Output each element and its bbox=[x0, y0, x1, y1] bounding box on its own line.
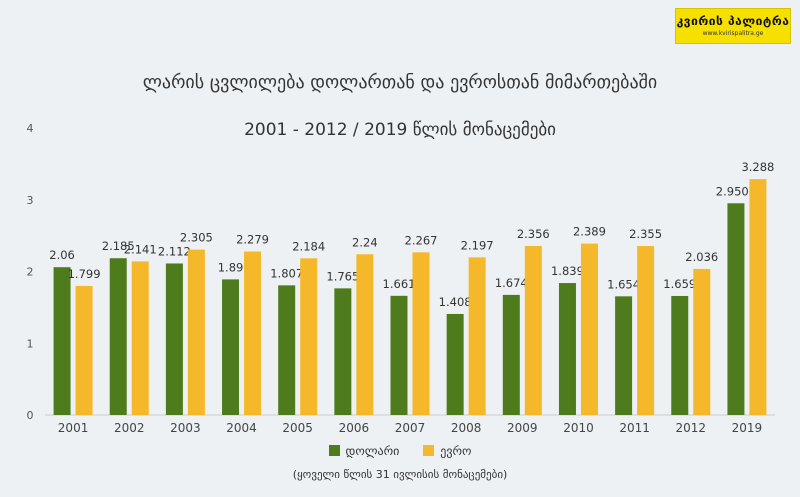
bar-euro bbox=[412, 252, 430, 415]
bar-dollar bbox=[53, 267, 71, 415]
data-label-euro: 2.24 bbox=[352, 235, 378, 249]
data-label-euro: 2.355 bbox=[629, 227, 662, 241]
chart-subtitle: 2001 - 2012 / 2019 წლის მონაცემები bbox=[244, 120, 556, 140]
logo-url: www.kvirispalitra.ge bbox=[702, 30, 764, 37]
bar-euro bbox=[524, 245, 542, 415]
bar-dollar bbox=[334, 288, 352, 415]
data-label-dollar: 1.807 bbox=[270, 266, 303, 280]
bar-euro bbox=[187, 249, 205, 415]
bar-euro bbox=[75, 285, 93, 415]
data-label-euro: 2.305 bbox=[180, 231, 213, 245]
data-label-dollar: 1.765 bbox=[326, 269, 359, 283]
data-label-dollar: 1.408 bbox=[439, 295, 472, 309]
y-tick-label: 4 bbox=[27, 122, 34, 135]
data-label-dollar: 1.674 bbox=[495, 276, 528, 290]
bar-dollar bbox=[109, 258, 127, 415]
logo: კვირის პალიტრა www.kvirispalitra.ge bbox=[675, 8, 791, 44]
legend-label-dollar: დოლარი bbox=[345, 444, 400, 458]
y-tick-label: 2 bbox=[27, 266, 34, 279]
data-label-euro: 1.799 bbox=[68, 267, 101, 281]
data-label-euro: 2.279 bbox=[236, 232, 269, 246]
legend-swatch-euro bbox=[423, 445, 435, 456]
x-tick-label: 2008 bbox=[451, 421, 482, 435]
bar-euro bbox=[300, 258, 318, 415]
bar-dollar bbox=[502, 294, 520, 415]
x-tick-label: 2004 bbox=[226, 421, 257, 435]
x-tick-label: 2007 bbox=[395, 421, 426, 435]
data-label-euro: 2.197 bbox=[461, 238, 494, 252]
x-tick-label: 2010 bbox=[563, 421, 594, 435]
data-label-dollar: 1.839 bbox=[551, 264, 584, 278]
legend-item-dollar: დოლარი bbox=[328, 444, 400, 458]
data-label-dollar: 1.654 bbox=[607, 277, 640, 291]
bar-euro bbox=[693, 268, 711, 415]
bar-dollar bbox=[278, 285, 296, 415]
y-tick-label: 3 bbox=[27, 194, 34, 207]
legend-swatch-dollar bbox=[328, 445, 340, 456]
bar-dollar bbox=[558, 283, 576, 415]
bar-euro bbox=[637, 246, 655, 415]
chart-title: ლარის ცვლილება დოლართან და ევროსთან მიმა… bbox=[142, 72, 658, 93]
x-tick-label: 2011 bbox=[619, 421, 650, 435]
bar-dollar bbox=[165, 263, 183, 415]
x-tick-label: 2003 bbox=[170, 421, 201, 435]
data-label-dollar: 2.06 bbox=[49, 248, 75, 262]
y-tick-label: 0 bbox=[27, 409, 34, 422]
logo-name: კვირის პალიტრა bbox=[676, 14, 790, 28]
data-label-euro: 3.288 bbox=[741, 160, 774, 174]
data-label-euro: 2.267 bbox=[405, 233, 438, 247]
bar-dollar bbox=[615, 296, 633, 415]
bar-dollar bbox=[390, 295, 408, 415]
bar-euro bbox=[468, 257, 486, 415]
x-tick-label: 2009 bbox=[507, 421, 538, 435]
bar-euro bbox=[749, 179, 767, 415]
bar-dollar bbox=[222, 279, 240, 415]
x-tick-label: 2001 bbox=[58, 421, 89, 435]
x-tick-label: 2019 bbox=[732, 421, 763, 435]
data-label-dollar: 1.661 bbox=[383, 277, 416, 291]
x-tick-label: 2012 bbox=[675, 421, 706, 435]
bar-euro bbox=[356, 254, 374, 415]
bar-euro bbox=[580, 243, 598, 415]
data-label-dollar: 2.185 bbox=[102, 239, 135, 253]
data-label-euro: 2.356 bbox=[517, 227, 550, 241]
data-label-dollar: 2.9507 bbox=[716, 184, 756, 198]
bar-dollar bbox=[727, 203, 745, 415]
x-tick-label: 2006 bbox=[339, 421, 370, 435]
x-tick-label: 2005 bbox=[282, 421, 313, 435]
bar-dollar bbox=[446, 313, 464, 415]
x-tick-label: 2002 bbox=[114, 421, 145, 435]
legend-item-euro: ევრო bbox=[423, 444, 471, 458]
bar-euro bbox=[131, 261, 149, 415]
data-label-euro: 2.036 bbox=[685, 250, 718, 264]
legend-label-euro: ევრო bbox=[440, 444, 472, 458]
chart-note: (ყოველი წლის 31 ივლისის მონაცემები) bbox=[292, 468, 508, 481]
bar-euro bbox=[244, 251, 262, 415]
data-label-dollar: 1.89 bbox=[218, 260, 244, 274]
data-label-dollar: 2.112 bbox=[158, 244, 191, 258]
bar-dollar bbox=[671, 295, 689, 415]
legend: დოლარი ევრო bbox=[0, 444, 800, 458]
data-label-euro: 2.389 bbox=[573, 225, 606, 239]
y-tick-label: 1 bbox=[27, 337, 34, 350]
data-label-euro: 2.184 bbox=[292, 239, 325, 253]
data-label-dollar: 1.659 bbox=[663, 277, 696, 291]
data-label-euro: 2.141 bbox=[124, 242, 157, 256]
